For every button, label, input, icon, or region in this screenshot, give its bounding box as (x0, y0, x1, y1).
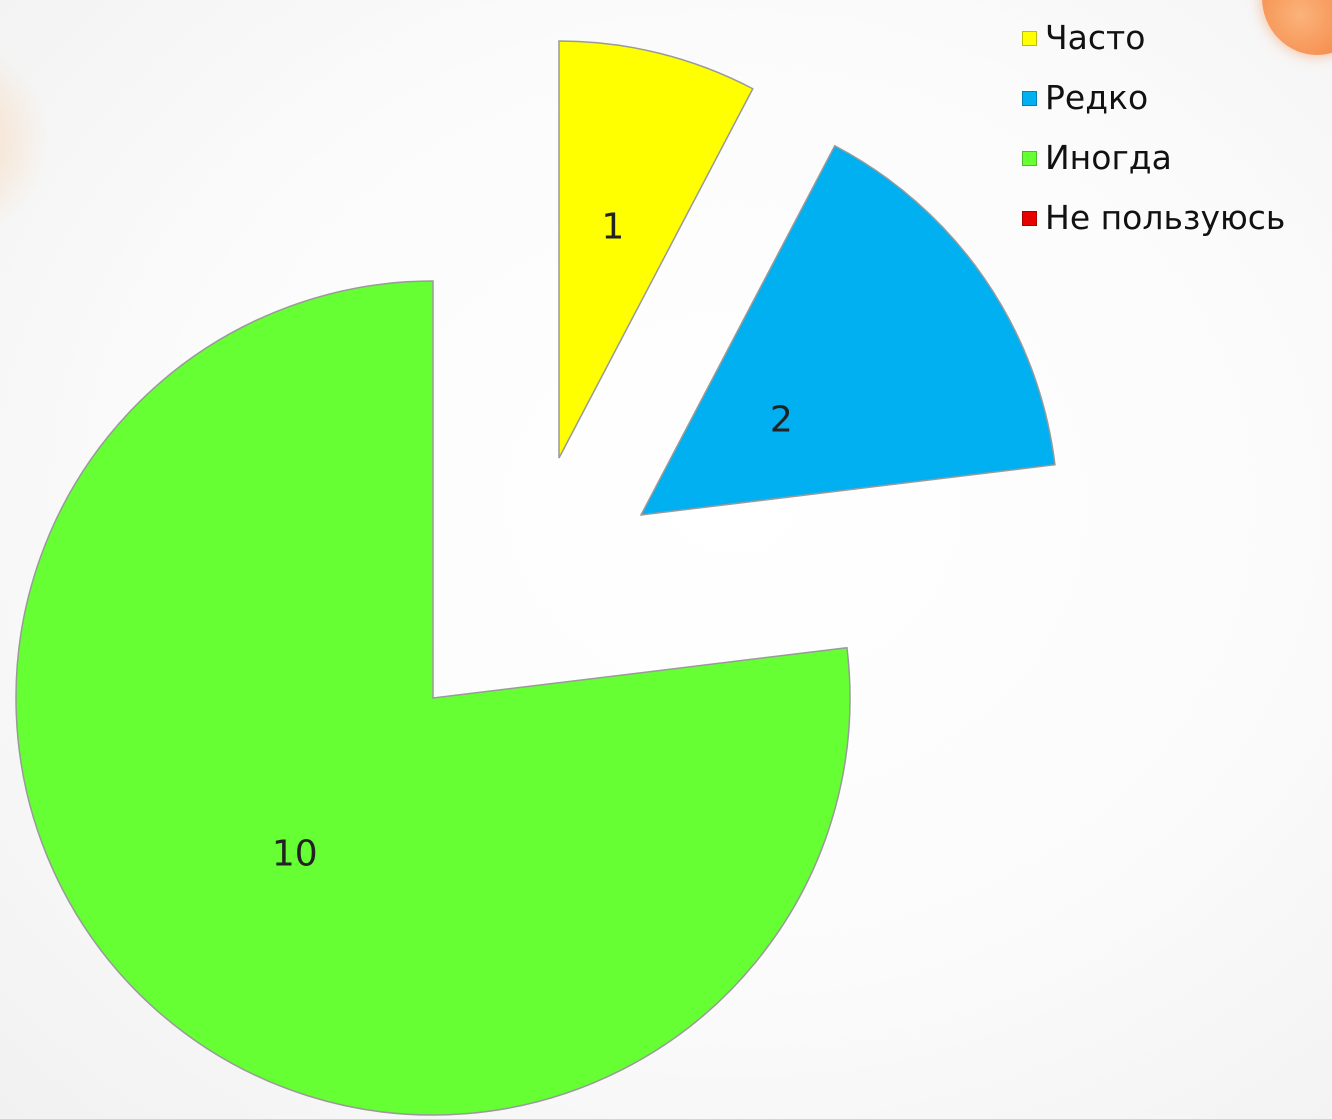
pie-slice-chasto (558, 40, 754, 459)
legend-item-redko: Редко (1022, 68, 1285, 128)
legend-label-chasto: Часто (1045, 18, 1146, 57)
legend-item-chasto: Часто (1022, 8, 1285, 68)
legend-item-ne-polzuyus: Не пользуюсь (1022, 188, 1285, 248)
pie-slice-inogda (15, 280, 851, 1116)
legend-label-redko: Редко (1045, 78, 1149, 117)
legend-label-ne-polzuyus: Не пользуюсь (1045, 198, 1286, 237)
legend-swatch-redko (1022, 90, 1037, 106)
legend-swatch-chasto (1022, 30, 1037, 46)
data-label-chasto: 1 (601, 207, 624, 248)
data-label-inogda: 10 (272, 834, 318, 875)
legend-item-inogda: Иногда (1022, 128, 1285, 188)
data-label-redko: 2 (770, 400, 793, 441)
legend-swatch-inogda (1022, 150, 1037, 166)
legend-label-inogda: Иногда (1045, 138, 1172, 177)
chart-legend: Часто Редко Иногда Не пользуюсь (1022, 8, 1285, 248)
legend-swatch-ne-polzuyus (1022, 210, 1037, 226)
pie-slice-redko (639, 144, 1056, 516)
